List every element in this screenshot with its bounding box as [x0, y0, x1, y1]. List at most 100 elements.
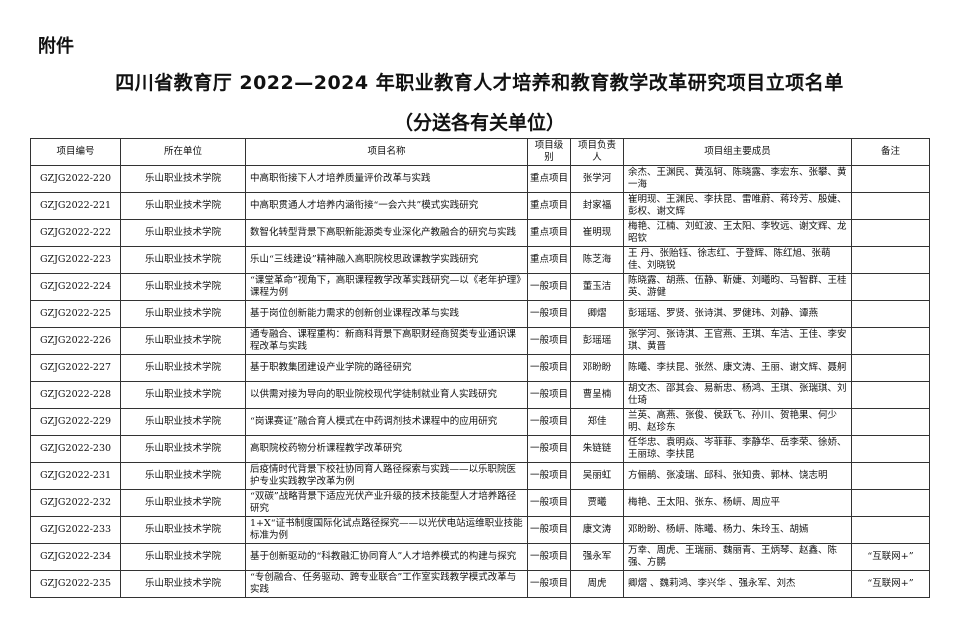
table-row: GZJG2022-233 乐山职业技术学院 1+X“证书制度国际化试点路径探究——以…: [30, 516, 930, 544]
cell-name: “专创融合、任务驱动、跨专业联合”工作室实践教学模式改革与实践: [245, 570, 528, 598]
cell-name: 乐山“三线建设”精神融入高职院校思政课教学实践研究: [245, 246, 528, 274]
cell-name: 高职院校药物分析课程教学改革研究: [245, 435, 528, 463]
table-header-row: 项目编号 所在单位 项目名称 项目级别 项目负责人 项目组主要成员 备注: [30, 138, 930, 166]
cell-id: GZJG2022-223: [30, 246, 121, 274]
cell-unit: 乐山职业技术学院: [120, 273, 246, 301]
cell-level: 一般项目: [527, 489, 571, 517]
header-leader: 项目负责人: [570, 138, 624, 166]
cell-level: 一般项目: [527, 300, 571, 328]
cell-level: 一般项目: [527, 516, 571, 544]
table-row: GZJG2022-224 乐山职业技术学院 “课堂革命”视角下，高职课程教学改革实践…: [30, 273, 930, 301]
cell-name: “课堂革命”视角下，高职课程教学改革实践研究—以《老年护理》课程为例: [245, 273, 528, 301]
cell-members: 王 丹、张贻钰、徐志红、于登辉、陈红旭、张萌佳、刘晓锐: [623, 246, 852, 274]
cell-name: 后疫情时代背景下校社协同育人路径探索与实践——以乐职院医护专业实践教学改革为例: [245, 462, 528, 490]
cell-name: 基于岗位创新能力需求的创新创业课程改革与实践: [245, 300, 528, 328]
table-row: GZJG2022-229 乐山职业技术学院 “岗课赛证”融合育人模式在中药调剂技术课…: [30, 408, 930, 436]
cell-leader: 张学河: [570, 165, 624, 193]
cell-unit: 乐山职业技术学院: [120, 192, 246, 220]
cell-members: 卿熠 、魏莉鸿、李兴华 、强永军、刘杰: [623, 570, 852, 598]
cell-unit: 乐山职业技术学院: [120, 246, 246, 274]
cell-leader: 吴丽虹: [570, 462, 624, 490]
cell-id: GZJG2022-222: [30, 219, 121, 247]
project-table: 项目编号 所在单位 项目名称 项目级别 项目负责人 项目组主要成员 备注 GZJ…: [30, 138, 930, 598]
header-unit: 所在单位: [120, 138, 246, 166]
cell-level: 一般项目: [527, 327, 571, 355]
cell-leader: 强永军: [570, 543, 624, 571]
cell-leader: 卿熠: [570, 300, 624, 328]
cell-name: 通专融合、课程重构：新商科背景下高职财经商贸类专业通识课程改革与实践: [245, 327, 528, 355]
header-members: 项目组主要成员: [623, 138, 852, 166]
cell-unit: 乐山职业技术学院: [120, 570, 246, 598]
cell-leader: 郑佳: [570, 408, 624, 436]
cell-members: 崔明现、王渊民、李扶昆、雷唯蔚、蒋玲芳、殷婕、彭权、谢文辉: [623, 192, 852, 220]
cell-note: [851, 246, 930, 274]
cell-id: GZJG2022-233: [30, 516, 121, 544]
header-id: 项目编号: [30, 138, 121, 166]
cell-id: GZJG2022-228: [30, 381, 121, 409]
cell-note: [851, 435, 930, 463]
cell-unit: 乐山职业技术学院: [120, 408, 246, 436]
cell-level: 一般项目: [527, 273, 571, 301]
header-note: 备注: [851, 138, 930, 166]
cell-note: [851, 381, 930, 409]
document-title: 四川省教育厅 2022—2024 年职业教育人才培养和教育教学改革研究项目立项名…: [115, 72, 844, 94]
cell-name: 中高职衔接下人才培养质量评价改革与实践: [245, 165, 528, 193]
cell-members: 万幸、周虎、王瑞丽、魏丽青、王炳琴、赵鑫、陈强、方鹏: [623, 543, 852, 571]
table-row: GZJG2022-231 乐山职业技术学院 后疫情时代背景下校社协同育人路径探索与实…: [30, 462, 930, 490]
cell-note: [851, 489, 930, 517]
cell-unit: 乐山职业技术学院: [120, 516, 246, 544]
cell-level: 重点项目: [527, 246, 571, 274]
cell-note: [851, 408, 930, 436]
cell-name: 1+X“证书制度国际化试点路径探究——以光伏电站运维职业技能标准为例: [245, 516, 528, 544]
cell-note: “互联网+”: [851, 543, 930, 571]
cell-members: 梅艳、江楠、刘虹波、王太阳、李牧远、谢文辉、龙昭钦: [623, 219, 852, 247]
cell-id: GZJG2022-227: [30, 354, 121, 382]
table-row: GZJG2022-221 乐山职业技术学院 中高职贯通人才培养内涵衔接“一会六共”模…: [30, 192, 930, 220]
table-row: GZJG2022-225 乐山职业技术学院 基于岗位创新能力需求的创新创业课程改革与…: [30, 300, 930, 328]
cell-unit: 乐山职业技术学院: [120, 381, 246, 409]
cell-leader: 周虎: [570, 570, 624, 598]
cell-id: GZJG2022-226: [30, 327, 121, 355]
document-subtitle: （分送各有关单位）: [393, 112, 565, 134]
cell-members: 邓盼盼、杨岍、陈曦、杨力、朱玲玉、胡嫣: [623, 516, 852, 544]
cell-id: GZJG2022-235: [30, 570, 121, 598]
cell-note: [851, 354, 930, 382]
table-row: GZJG2022-234 乐山职业技术学院 基于创新驱动的“科教融汇协同育人”人才培…: [30, 543, 930, 571]
table-row: GZJG2022-228 乐山职业技术学院 以供需对接为导向的职业院校现代学徒制就业…: [30, 381, 930, 409]
cell-unit: 乐山职业技术学院: [120, 219, 246, 247]
cell-note: [851, 192, 930, 220]
cell-members: 梅艳、王太阳、张东、杨岍、周应平: [623, 489, 852, 517]
cell-leader: 彭瑶瑶: [570, 327, 624, 355]
cell-note: [851, 165, 930, 193]
cell-note: [851, 300, 930, 328]
cell-name: 中高职贯通人才培养内涵衔接“一会六共”模式实践研究: [245, 192, 528, 220]
cell-note: [851, 327, 930, 355]
cell-unit: 乐山职业技术学院: [120, 165, 246, 193]
cell-leader: 陈芝海: [570, 246, 624, 274]
cell-leader: 邓盼盼: [570, 354, 624, 382]
cell-name: “岗课赛证”融合育人模式在中药调剂技术课程中的应用研究: [245, 408, 528, 436]
cell-members: 余杰、王渊民、黄泓轲、陈晓露、李宏东、张攀、黄一海: [623, 165, 852, 193]
cell-note: “互联网+”: [851, 570, 930, 598]
cell-id: GZJG2022-230: [30, 435, 121, 463]
cell-level: 一般项目: [527, 462, 571, 490]
cell-name: 基于职教集团建设产业学院的路径研究: [245, 354, 528, 382]
cell-leader: 朱链链: [570, 435, 624, 463]
cell-id: GZJG2022-220: [30, 165, 121, 193]
cell-id: GZJG2022-232: [30, 489, 121, 517]
cell-members: 任华忠、袁明焱、岑菲菲、李静华、岳李荣、徐娇、王丽琼、李扶昆: [623, 435, 852, 463]
cell-level: 重点项目: [527, 192, 571, 220]
cell-members: 彭瑶瑶、罗贤、张诗淇、罗健玮、刘静、谭燕: [623, 300, 852, 328]
cell-level: 一般项目: [527, 435, 571, 463]
table-row: GZJG2022-232 乐山职业技术学院 “双碳”战略背景下适应光伏产业升级的技术…: [30, 489, 930, 517]
cell-level: 一般项目: [527, 354, 571, 382]
table-row: GZJG2022-222 乐山职业技术学院 数智化转型背景下高职新能源类专业深化产教…: [30, 219, 930, 247]
cell-level: 一般项目: [527, 408, 571, 436]
cell-level: 重点项目: [527, 165, 571, 193]
cell-level: 一般项目: [527, 570, 571, 598]
cell-name: 以供需对接为导向的职业院校现代学徒制就业育人实践研究: [245, 381, 528, 409]
cell-name: 数智化转型背景下高职新能源类专业深化产教融合的研究与实践: [245, 219, 528, 247]
cell-unit: 乐山职业技术学院: [120, 489, 246, 517]
cell-unit: 乐山职业技术学院: [120, 462, 246, 490]
header-level: 项目级别: [527, 138, 571, 166]
